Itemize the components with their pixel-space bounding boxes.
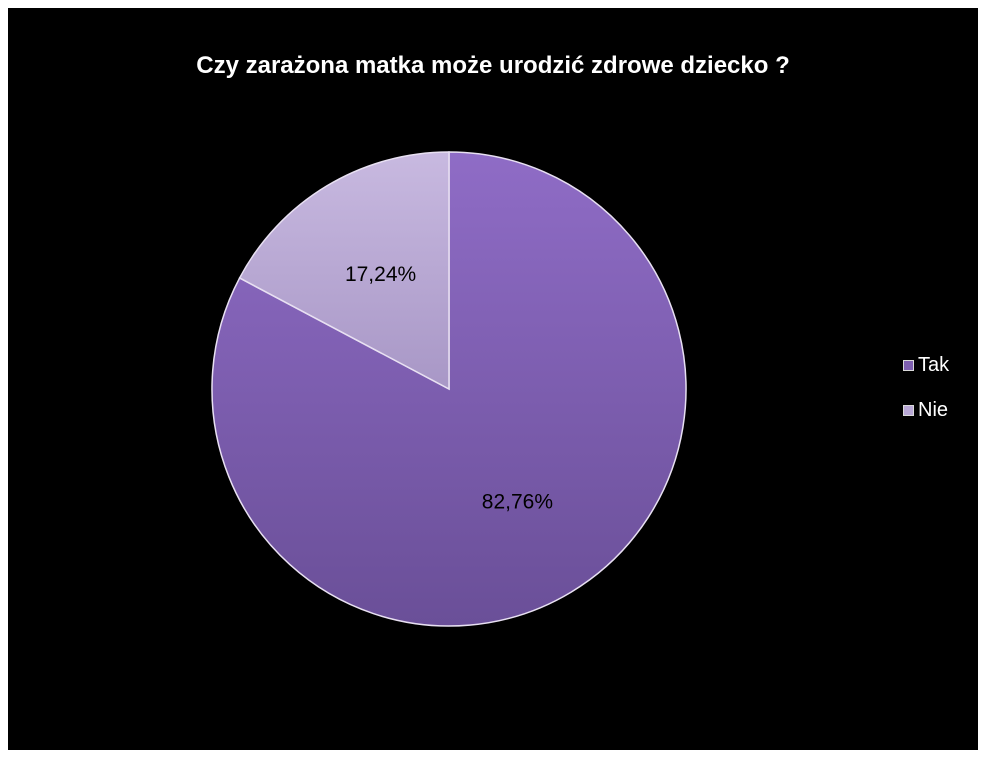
legend-label-nie: Nie	[918, 398, 949, 421]
legend: Tak Nie	[903, 353, 949, 443]
legend-swatch-nie	[903, 404, 914, 416]
legend-item-nie: Nie	[903, 398, 949, 422]
chart-title: Czy zarażona matka może urodzić zdrowe d…	[196, 52, 790, 79]
pie-slice-tak	[211, 151, 687, 627]
legend-swatch-tak	[903, 359, 914, 371]
data-label-tak: 82,76%	[482, 490, 553, 513]
chart-area: Czy zarażona matka może urodzić zdrowe d…	[8, 8, 978, 750]
legend-item-tak: Tak	[903, 353, 949, 377]
legend-label-tak: Tak	[918, 353, 950, 376]
pie-slice-nie	[238, 151, 450, 391]
data-label-nie: 17,24%	[345, 263, 416, 286]
pie-chart: 82,76% 17,24%	[211, 151, 687, 627]
